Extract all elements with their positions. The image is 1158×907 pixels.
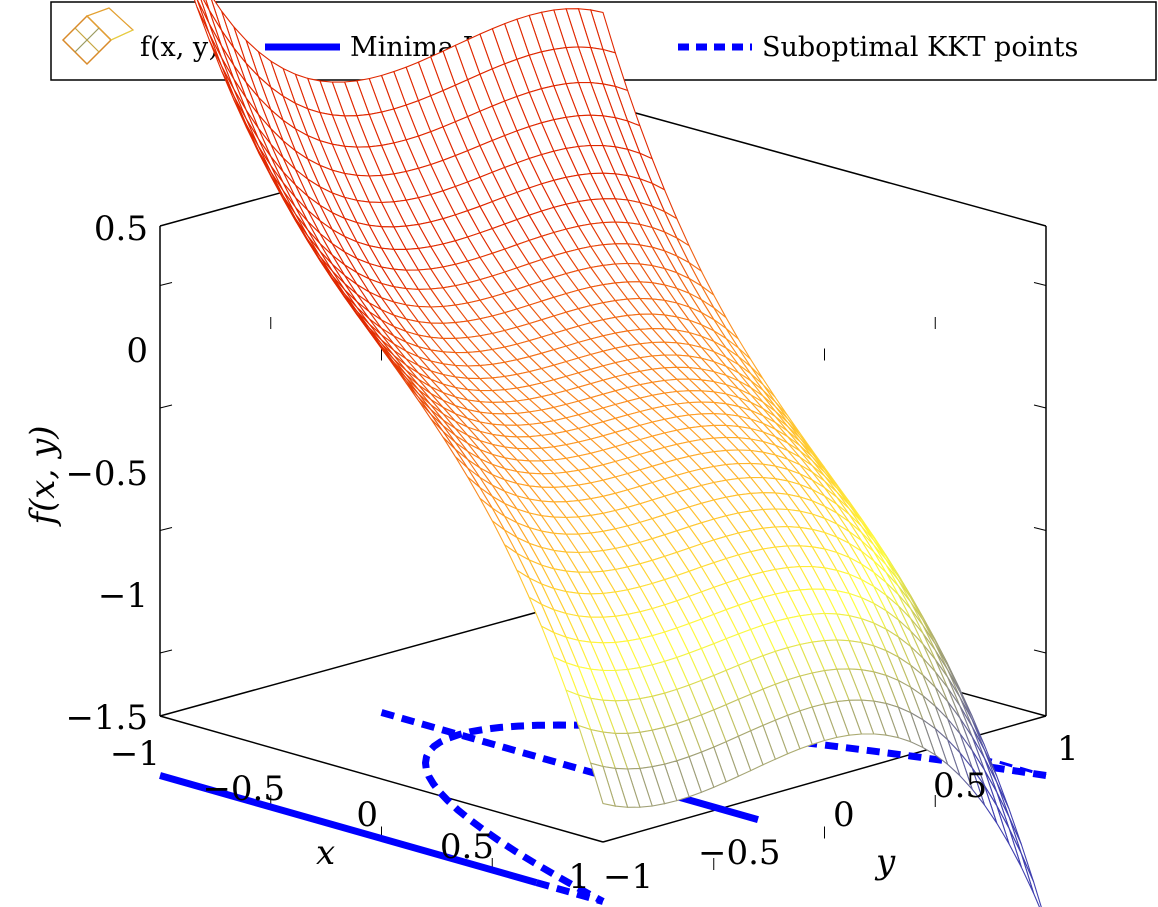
y-tick-label: 0.5 <box>933 766 987 806</box>
z-tick-label: 0 <box>126 331 148 371</box>
z-axis-label: f(x, y) <box>23 425 63 527</box>
x-tick-label: 0 <box>356 795 378 835</box>
z-tick-mark <box>159 282 173 286</box>
surface-mesh <box>193 0 1042 907</box>
z-tick-mark <box>1033 282 1047 286</box>
z-tick-mark <box>1033 649 1047 654</box>
x-tick-label: −0.5 <box>202 769 285 809</box>
z-tick-mark <box>1033 404 1047 409</box>
floor-back-left-edge <box>159 593 604 717</box>
z-tick-label: −1 <box>98 576 148 616</box>
x-axis-label: x <box>316 833 335 873</box>
y-tick-label: 0 <box>833 795 855 835</box>
x-axis-line <box>159 715 604 843</box>
z-tick-label: −1.5 <box>65 698 148 738</box>
y-tick-labels: −1 −0.5 0 0.5 1 <box>603 729 1079 897</box>
x-tick-label: −1 <box>110 734 160 774</box>
y-axis-label: y <box>874 842 896 882</box>
legend-label-suboptimal: Suboptimal KKT points <box>762 32 1078 63</box>
surface-mesh-cell <box>589 762 617 807</box>
x-tick-label: 1 <box>568 857 590 897</box>
legend-label-surface: f(x, y) <box>140 32 219 63</box>
surface-mesh-cell <box>1008 828 1035 894</box>
x-tick-label: 0.5 <box>440 827 494 867</box>
kkt-minima-back-edge <box>159 772 538 886</box>
y-tick-label: 1 <box>1057 729 1079 769</box>
z-tick-mark <box>1033 527 1047 531</box>
z-tick-label: 0.5 <box>94 209 148 249</box>
z-tick-mark <box>159 649 173 654</box>
z-tick-mark <box>159 527 173 531</box>
x-tick-labels: −1 −0.5 0 0.5 1 <box>110 734 590 897</box>
back-top-right-edge <box>602 103 1047 227</box>
legend-surface-swatch-icon <box>61 7 135 66</box>
z-tick-mark <box>159 404 173 409</box>
z-tick-labels: 0.5 0 −0.5 −1 −1.5 <box>65 209 148 738</box>
y-tick-label: −1 <box>603 857 653 897</box>
y-tick-label: −0.5 <box>698 833 781 873</box>
z-tick-label: −0.5 <box>65 454 148 494</box>
kkt-suboptimal-back-edge <box>535 879 604 905</box>
